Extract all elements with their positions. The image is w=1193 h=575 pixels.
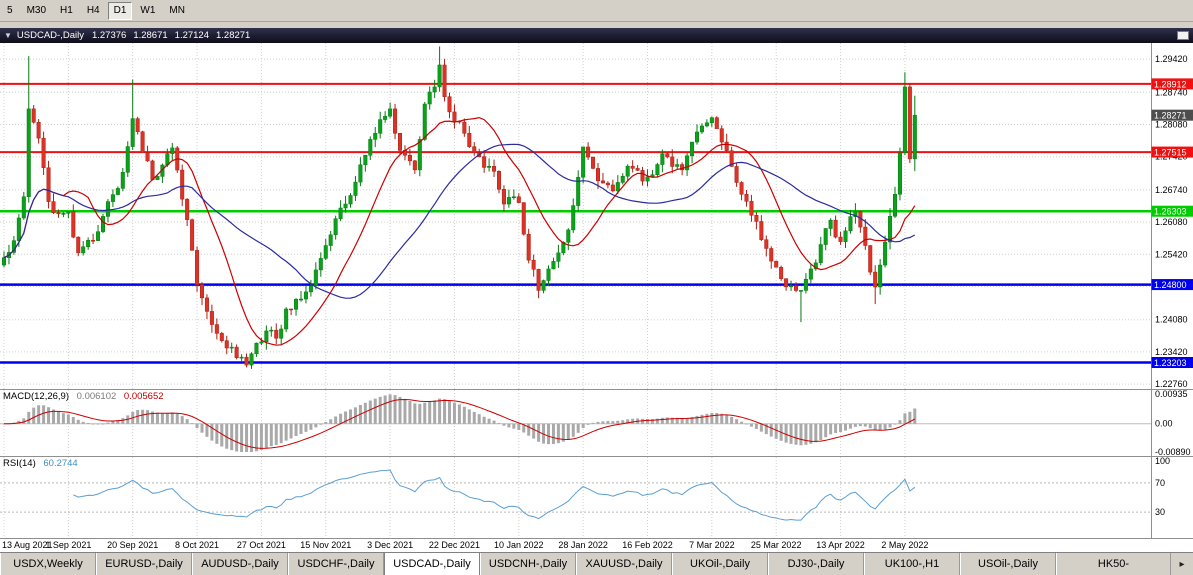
macd-header: MACD(12,26,9) 0.006102 0.005652 [3,391,164,402]
macd-axis-label: 0.00 [1155,419,1173,429]
rsi-label: RSI(14) [3,458,36,469]
ma-fast-line [3,116,916,346]
price-axis-label: 1.28740 [1155,87,1188,97]
tab-usoil-daily[interactable]: USOil-,Daily [960,553,1056,575]
svg-text:1.26303: 1.26303 [1154,207,1187,217]
tab-eurusd-daily[interactable]: EURUSD-,Daily [96,553,192,575]
price-axis-label: 1.24080 [1155,315,1188,325]
macd-axis-label: 0.00935 [1155,390,1188,399]
macd-chart[interactable]: 0.00935 0.00 -0.00890 [0,390,1193,456]
rsi-line [73,469,916,521]
timeframe-button-h4[interactable]: H4 [86,5,100,16]
chart-tabs: USDX,Weekly EURUSD-,Daily AUDUSD-,Daily USD… [0,552,1193,575]
rsi-pane: RSI(14) 60.2744 100 70 30 [0,456,1193,538]
rsi-axis-label: 100 [1155,457,1170,466]
price-axis-label: 1.26080 [1155,217,1188,227]
tab-hk50[interactable]: HK50- [1056,553,1171,575]
macd-main-value: 0.006102 [76,391,117,402]
timeframe-button-w1[interactable]: W1 [140,5,156,16]
collapse-icon[interactable]: ▼ [4,31,12,40]
date-label: 13 Apr 2022 [816,540,865,550]
chart-window: ▼ USDCAD-,Daily 1.27376 1.28671 1.27124 … [0,28,1193,575]
tab-usdcad-daily[interactable]: USDCAD-,Daily [384,553,480,575]
date-label: 27 Oct 2021 [236,540,286,550]
macd-signal-line [4,398,916,449]
rsi-axis-label: 30 [1155,507,1165,517]
price-axis-label: 1.23420 [1155,347,1188,357]
date-label: 22 Dec 2021 [428,540,480,550]
timeframe-button-d1[interactable]: D1 [107,1,133,20]
price-badge-resistance-level-lower[interactable]: 1.27515 [1151,146,1193,158]
date-axis[interactable]: 13 Aug 2021 1 Sep 2021 20 Sep 2021 8 Oct 20… [0,538,1193,552]
chart-symbol-period: USDCAD-,Daily [16,30,84,41]
date-label: 15 Nov 2021 [300,540,352,550]
ohlc-low: 1.27124 [174,30,209,41]
price-axis-label: 1.26740 [1155,185,1188,195]
date-label: 16 Feb 2022 [622,540,673,550]
price-badge-support-level-blue-upper[interactable]: 1.24800 [1151,279,1193,291]
date-label: 3 Dec 2021 [367,540,414,550]
macd-histogram [2,394,917,452]
tab-audusd-daily[interactable]: AUDUSD-,Daily [192,553,288,575]
price-chart-pane: 1.294201.287401.280801.274201.267401.260… [0,43,1193,389]
tab-ukoil-daily[interactable]: UKOil-,Daily [672,553,768,575]
timeframe-toolbar: 5 M30 H1 H4 D1 W1 MN [0,0,1193,22]
ohlc-close: 1.28271 [216,30,251,41]
macd-pane: MACD(12,26,9) 0.006102 0.005652 0.00935 0… [0,389,1193,456]
date-label: 25 Mar 2022 [750,540,802,550]
svg-text:1.27515: 1.27515 [1154,148,1187,158]
price-axis-label: 1.29420 [1155,54,1188,64]
timeframe-button-m30[interactable]: M30 [26,5,47,16]
macd-signal-value: 0.005652 [123,391,164,402]
date-label: 10 Jan 2022 [494,540,544,550]
tab-usdcnh-daily[interactable]: USDCNH-,Daily [480,553,576,575]
price-badge-current-price[interactable]: 1.28271 [1151,109,1193,121]
candles [2,46,917,369]
price-axis-label: 1.22760 [1155,379,1188,389]
price-badge-support-level-blue-lower[interactable]: 1.23203 [1151,357,1193,369]
rsi-chart[interactable]: 100 70 30 [0,457,1193,538]
price-badge-support-level-green[interactable]: 1.26303 [1151,205,1193,217]
price-chart[interactable]: 1.294201.287401.280801.274201.267401.260… [0,43,1193,389]
macd-axis-label: -0.00890 [1155,447,1191,456]
chart-titlebar: ▼ USDCAD-,Daily 1.27376 1.28671 1.27124 … [0,28,1193,43]
ma-slow-line [3,143,916,299]
timeframe-button-mn[interactable]: MN [169,5,185,16]
svg-text:1.28912: 1.28912 [1154,79,1187,89]
tab-usdx-weekly[interactable]: USDX,Weekly [0,553,96,575]
date-label: 13 Aug 2021 [2,540,53,550]
grid [0,43,1151,389]
ohlc-open: 1.27376 [91,30,127,41]
rsi-value: 60.2744 [43,458,78,469]
svg-text:1.28271: 1.28271 [1154,111,1187,121]
rsi-axis-label: 70 [1155,478,1165,488]
date-label: 20 Sep 2021 [107,540,159,550]
tab-dj30-daily[interactable]: DJ30-,Daily [768,553,864,575]
tab-uk100-h1[interactable]: UK100-,H1 [864,553,960,575]
date-label: 7 Mar 2022 [689,540,735,550]
tabs-overflow-arrow[interactable]: ▸ [1179,558,1185,570]
svg-text:1.24800: 1.24800 [1154,280,1187,290]
macd-label: MACD(12,26,9) [3,391,69,402]
date-label: 2 May 2022 [881,540,929,550]
rsi-header: RSI(14) 60.2744 [3,458,78,469]
timeframe-button-h1[interactable]: H1 [60,5,73,16]
price-axis-label: 1.28080 [1155,119,1188,129]
tab-usdchf-daily[interactable]: USDCHF-,Daily [288,553,384,575]
date-label: 1 Sep 2021 [45,540,92,550]
price-axis-label: 1.25420 [1155,249,1188,259]
titlebar-button[interactable] [1177,31,1189,40]
price-badge-resistance-level-upper[interactable]: 1.28912 [1151,78,1193,90]
date-label: 28 Jan 2022 [558,540,608,550]
tab-xauusd-daily[interactable]: XAUUSD-,Daily [576,553,672,575]
svg-text:1.23203: 1.23203 [1154,358,1187,368]
date-label: 8 Oct 2021 [175,540,220,550]
timeframe-button-5[interactable]: 5 [7,5,13,16]
ohlc-high: 1.28671 [133,30,168,41]
